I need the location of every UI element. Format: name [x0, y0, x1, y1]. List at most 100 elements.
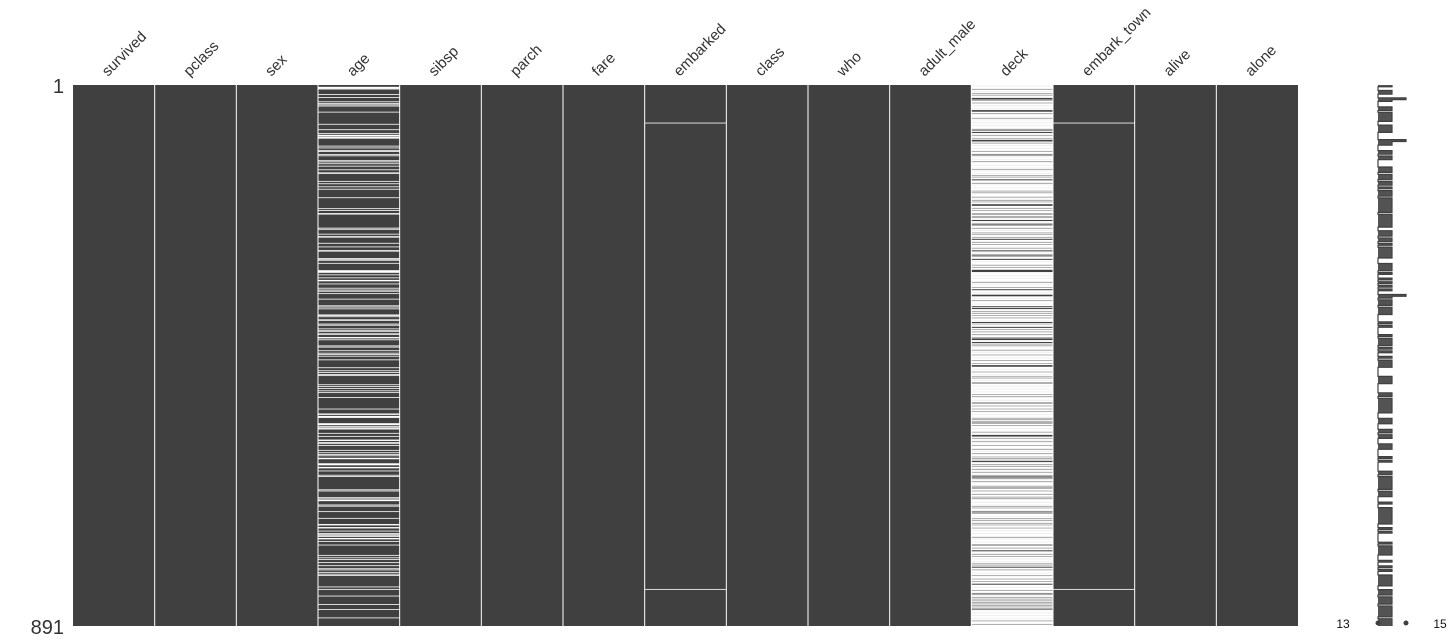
- missing-cell: [971, 421, 1053, 423]
- missing-cell: [971, 540, 1053, 542]
- missing-cell: [971, 588, 1053, 590]
- missing-cell: [318, 523, 400, 525]
- missing-cell: [971, 499, 1053, 500]
- missing-cell: [971, 162, 1053, 163]
- missing-cell: [971, 489, 1053, 491]
- missing-cell: [971, 248, 1053, 250]
- missing-cell: [971, 559, 1053, 561]
- missing-cell: [971, 525, 1053, 527]
- missing-cell: [318, 353, 400, 355]
- column-label: pclass: [180, 38, 222, 80]
- missing-cell: [971, 367, 1053, 369]
- missing-cell: [971, 493, 1053, 494]
- column-label: embark_town: [1079, 4, 1155, 80]
- missing-cell: [971, 358, 1053, 360]
- missing-cell: [318, 517, 400, 519]
- missing-cell: [971, 119, 1053, 120]
- missing-cell: [971, 454, 1053, 455]
- column-embark_town: [1053, 85, 1135, 626]
- missing-cell: [971, 357, 1053, 358]
- missing-cell: [971, 166, 1053, 168]
- missing-cell: [971, 403, 1053, 405]
- missing-cell: [971, 251, 1053, 253]
- missing-cell: [971, 128, 1053, 130]
- missing-cell: [971, 605, 1053, 607]
- missing-cell: [318, 428, 400, 429]
- missing-cell: [971, 443, 1053, 445]
- missing-cell: [971, 586, 1053, 588]
- missing-cell: [971, 548, 1053, 550]
- missing-cell: [971, 543, 1053, 545]
- missing-cell: [1053, 588, 1135, 590]
- missing-cell: [971, 118, 1053, 120]
- missing-cell: [971, 430, 1053, 432]
- missing-cell: [318, 490, 400, 492]
- missing-cell: [971, 442, 1053, 444]
- missing-cell: [971, 153, 1053, 154]
- missing-cell: [971, 409, 1053, 411]
- missing-cell: [971, 431, 1053, 432]
- missing-cell: [971, 384, 1053, 386]
- missing-cell: [971, 210, 1053, 212]
- missing-cell: [318, 88, 400, 90]
- missing-cell: [971, 432, 1053, 434]
- missing-cell: [318, 228, 400, 230]
- missing-cell: [971, 293, 1053, 295]
- missing-cell: [971, 578, 1053, 579]
- missing-cell: [971, 576, 1053, 578]
- missing-cell: [971, 182, 1053, 184]
- sparkline: [1375, 85, 1409, 626]
- missing-cell: [971, 301, 1053, 302]
- missing-cell: [318, 197, 400, 199]
- missing-cell: [971, 433, 1053, 435]
- missing-cell: [318, 259, 400, 261]
- missing-cell: [971, 592, 1053, 594]
- missing-cell: [971, 519, 1053, 521]
- missing-cell: [971, 378, 1053, 380]
- missing-cell: [971, 191, 1053, 193]
- missing-cell: [971, 335, 1053, 336]
- missing-cell: [971, 109, 1053, 111]
- missing-cell: [971, 484, 1053, 486]
- column-bar: [73, 85, 155, 626]
- missing-cell: [971, 111, 1053, 113]
- missing-cell: [971, 340, 1053, 342]
- missing-cell: [971, 171, 1053, 173]
- missing-cell: [971, 549, 1053, 551]
- column-label: class: [752, 44, 788, 80]
- missing-cell: [971, 621, 1053, 622]
- missing-cell: [971, 375, 1053, 377]
- missing-cell: [318, 505, 400, 507]
- column-bar: [1216, 85, 1298, 626]
- missing-cell: [971, 510, 1053, 511]
- missing-cell: [971, 240, 1053, 242]
- missing-cell: [971, 238, 1053, 239]
- missing-cell: [971, 116, 1053, 118]
- missing-cell: [971, 501, 1053, 503]
- missing-cell: [971, 173, 1053, 175]
- missing-cell: [971, 529, 1053, 531]
- missing-cell: [971, 298, 1053, 300]
- missing-cell: [971, 401, 1053, 403]
- missing-cell: [971, 601, 1053, 602]
- missing-cell: [971, 389, 1053, 390]
- missing-cell: [971, 159, 1053, 160]
- missing-cell: [971, 350, 1053, 352]
- column-embarked: [644, 85, 727, 626]
- missing-cell: [971, 534, 1053, 536]
- missing-cell: [318, 499, 400, 501]
- missing-cell: [318, 533, 400, 534]
- missing-cell: [318, 435, 400, 437]
- missing-cell: [971, 185, 1053, 186]
- missing-cell: [971, 607, 1053, 608]
- missing-cell: [971, 296, 1053, 298]
- missing-cell: [971, 595, 1053, 597]
- sparkline-path: [1377, 85, 1407, 626]
- missing-cell: [971, 300, 1053, 302]
- missing-cell: [971, 244, 1053, 246]
- sparkline-min-marker: [1375, 620, 1381, 626]
- missing-cell: [318, 154, 400, 156]
- missing-cell: [971, 438, 1053, 440]
- missing-cell: [971, 406, 1053, 407]
- missing-cell: [971, 379, 1053, 381]
